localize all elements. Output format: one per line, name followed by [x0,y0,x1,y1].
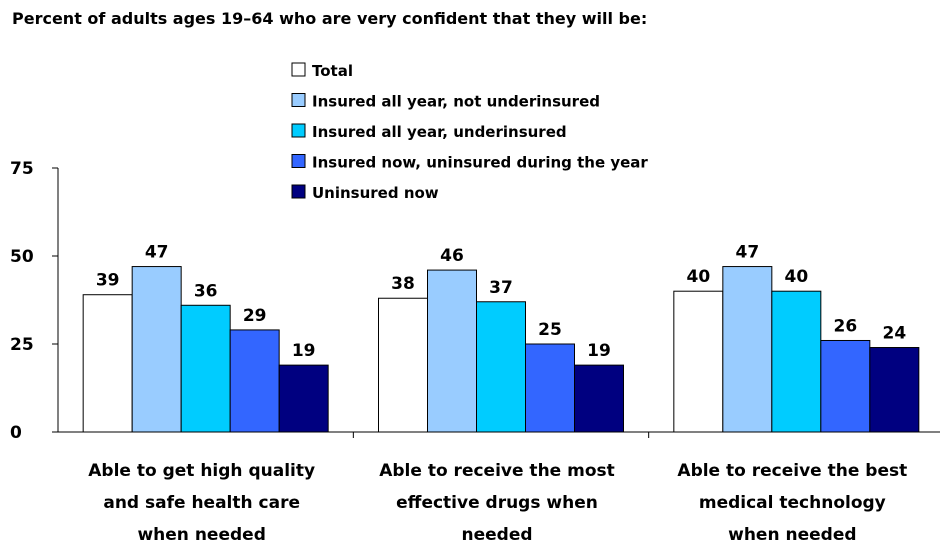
bar [525,343,575,433]
data-label: 37 [489,278,513,298]
legend-swatch [291,123,306,138]
bar [229,329,280,433]
bar [180,304,231,433]
category-label: Able to receive the best [677,461,907,481]
data-label: 38 [391,274,415,294]
data-label: 47 [735,243,759,263]
category-label: when needed [728,525,856,545]
legend-swatch [291,93,306,107]
legend-swatch [291,184,306,199]
category-label: effective drugs when [396,493,598,513]
category-label: Able to receive the most [379,461,615,481]
legend-label: Uninsured now [312,184,439,202]
bars [82,266,920,433]
category-label: when needed [137,525,265,545]
legend-label: Total [312,62,353,80]
legend-swatch [291,62,306,77]
bar [476,301,526,433]
category-label: Able to get high quality [88,461,315,481]
bar [673,290,724,433]
data-label: 39 [96,271,120,291]
bar [574,364,624,433]
bar [278,364,329,433]
bar [869,347,920,433]
data-label: 19 [292,341,316,361]
y-tick-label: 0 [10,423,22,443]
category-labels: Able to get high quality and safe health … [88,461,907,545]
bar [427,269,477,433]
y-tick-label: 50 [10,247,34,267]
legend-label: Insured now, uninsured during the year [312,154,648,172]
data-label: 26 [833,316,857,336]
legend-label: Insured all year, not underinsured [312,93,600,111]
bar [722,266,773,433]
data-labels: 39 47 36 29 19 38 46 37 25 19 40 47 40 26 24 [96,243,906,362]
bar [771,290,822,433]
legend-label: Insured all year, underinsured [312,123,567,141]
category-label: and safe health care [103,493,300,513]
data-label: 29 [243,306,267,326]
bar [82,294,133,433]
bar [820,339,871,433]
y-tick-label: 75 [10,159,34,179]
data-label: 46 [440,246,464,266]
category-label: needed [461,525,532,545]
bar [378,297,428,433]
legend-swatch [291,154,306,168]
chart-title: Percent of adults ages 19–64 who are ver… [12,9,647,28]
legend: Total Insured all year, not underinsured I… [291,62,648,202]
data-label: 19 [587,341,611,361]
data-label: 40 [784,267,808,287]
category-label: medical technology [699,493,886,513]
data-label: 47 [145,243,169,263]
data-label: 40 [686,267,710,287]
y-tick-label: 25 [10,335,34,355]
data-label: 36 [194,281,218,301]
data-label: 25 [538,320,562,340]
data-label: 24 [882,324,906,344]
bar [131,266,182,433]
